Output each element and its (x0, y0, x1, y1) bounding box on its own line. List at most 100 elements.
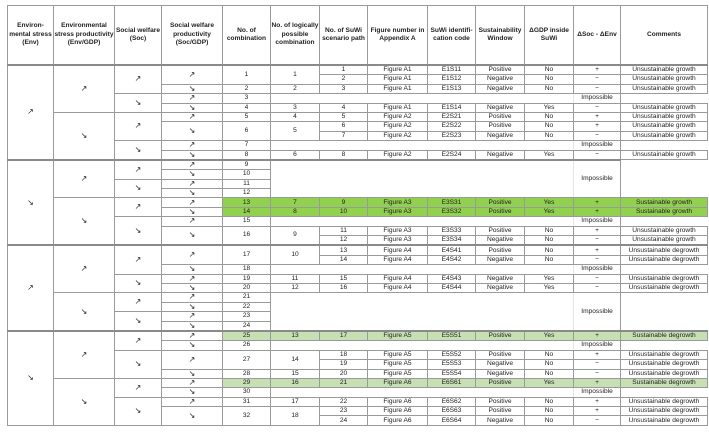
combination-number: 21 (222, 292, 271, 303)
scenario-path-number: 7 (319, 130, 368, 142)
scenario-path-number: 14 (319, 254, 368, 266)
combination-number: 10 (222, 169, 271, 180)
soc-productivity-arrow: ↘ (161, 282, 223, 294)
gdp-inside-suwi: Yes (524, 377, 574, 389)
comment: Unsustainable degrowth (620, 282, 708, 294)
combination-number: 19 (222, 273, 271, 285)
env-productivity-arrow: ↘ (53, 377, 115, 426)
header-soc-gdp: Social welfare productivity (Soc/GDP) (161, 5, 223, 66)
combination-number: 1 (222, 64, 271, 85)
sustainability-window: Negative (475, 130, 525, 142)
soc-productivity-arrow: ↘ (161, 121, 223, 142)
table-row: ↘ 32 18 23 Figure A6 E6S63 Positive No + Unsustai… (8, 406, 708, 426)
comment-impossible: Impossible (573, 340, 621, 351)
logical-combination-number: 2 (270, 83, 320, 95)
gdp-inside-suwi: No (524, 121, 574, 132)
scenario-path-number: 9 (319, 197, 368, 208)
sustainability-window: Positive (475, 329, 525, 342)
comment: Sustainable growth (620, 197, 708, 208)
comment: Unsustainable degrowth (620, 244, 708, 256)
gdp-inside-suwi: Yes (524, 149, 574, 161)
figure-number: Figure A4 (367, 273, 428, 285)
figure-number: Figure A6 (367, 406, 428, 417)
empty-cell (270, 93, 574, 104)
figure-number: Figure A3 (367, 197, 428, 208)
combination-number: 2 (222, 83, 271, 95)
suwi-code: E4S41 (427, 244, 476, 256)
figure-number: Figure A2 (367, 149, 428, 161)
combination-number: 27 (222, 349, 271, 370)
soc-env-delta: − (573, 368, 621, 379)
gdp-inside-suwi: No (524, 254, 574, 266)
table-row: ↘ ↗ 31 17 22 Figure A6 E6S62 Positive No + Unsusta… (8, 396, 708, 426)
sustainability-window: Negative (475, 359, 525, 370)
comment: Unsustainable growth (620, 102, 708, 113)
figure-number: Figure A6 (367, 377, 428, 389)
sustainability-window: Positive (475, 244, 525, 256)
soc-productivity-arrow: ↗ (161, 329, 223, 342)
soc-productivity-arrow: ↗ (161, 244, 223, 266)
gdp-inside-suwi: No (524, 83, 574, 95)
soc-env-delta: + (573, 197, 621, 208)
header-code: SuWi identifi-cation code (427, 5, 476, 66)
sustainability-window: Positive (475, 111, 525, 123)
sustainability-window: Positive (475, 225, 525, 237)
soc-productivity-arrow: ↗ (161, 292, 223, 303)
env-productivity-arrow: ↗ (53, 64, 115, 113)
suwi-code: E1S11 (427, 64, 476, 76)
scenario-path-number: 17 (319, 329, 368, 342)
gdp-inside-suwi: Yes (524, 282, 574, 294)
table-row: ↘ ↗ ↗ 21 Impossible (8, 292, 708, 332)
soc-trend-arrow: ↗ (114, 377, 162, 398)
combination-number: 30 (222, 387, 271, 398)
sustainability-window: Positive (475, 349, 525, 361)
header-env: Environ-mental stress (Env) (7, 5, 54, 66)
empty-cell (270, 387, 574, 398)
soc-productivity-arrow: ↗ (161, 158, 223, 171)
soc-trend-arrow: ↘ (114, 349, 162, 379)
soc-env-delta: + (573, 111, 621, 123)
soc-productivity-arrow: ↘ (161, 188, 223, 199)
logical-combination-number: 7 (270, 197, 320, 208)
scenario-path-number: 16 (319, 282, 368, 294)
combination-number: 7 (222, 140, 271, 151)
combination-number: 16 (222, 225, 271, 246)
soc-env-delta: − (573, 415, 621, 426)
gdp-inside-suwi: No (524, 368, 574, 379)
comment-impossible: Impossible (573, 292, 621, 332)
table-row: ↘ 8 6 8 Figure A2 E2S24 Negative Yes − Unsustaina… (8, 149, 708, 161)
figure-number: Figure A6 (367, 415, 428, 426)
combination-number: 17 (222, 244, 271, 266)
soc-env-delta: − (573, 282, 621, 294)
soc-env-delta: − (573, 254, 621, 266)
soc-trend-arrow: ↘ (114, 216, 162, 246)
sustainability-window: Negative (475, 415, 525, 426)
comment: Unsustainable degrowth (620, 406, 708, 417)
scenario-path-number: 1 (319, 64, 368, 76)
sustainability-window: Negative (475, 102, 525, 113)
sustainability-window: Positive (475, 197, 525, 208)
gdp-inside-suwi: No (524, 130, 574, 142)
logical-combination-number: 17 (270, 396, 320, 408)
soc-env-delta: − (573, 74, 621, 85)
env-productivity-arrow: ↗ (53, 329, 115, 379)
sustainability-window: Negative (475, 368, 525, 379)
table-row: ↘ ↗ ↗ 13 7 9 Figure A3 E3S31 Positive Yes + Sustain… (8, 197, 708, 246)
header-logical: No. of logically possible combination (270, 5, 320, 66)
comment: Unsustainable degrowth (620, 368, 708, 379)
header-gdp: ΔGDP inside SuWi (524, 5, 574, 66)
combination-number: 31 (222, 396, 271, 408)
table-row: ↗ ↗ ↗ ↗ 1 1 1 Figure A1 E1S11 Positive No + Unsustai… (7, 64, 708, 161)
comment-impossible: Impossible (573, 387, 621, 398)
figure-number: Figure A1 (367, 64, 428, 76)
empty-cell (270, 264, 574, 275)
soc-env-delta: + (573, 406, 621, 417)
soc-env-delta: + (573, 396, 621, 408)
scenario-path-number: 13 (319, 244, 368, 256)
soc-env-delta: − (573, 235, 621, 246)
comment: Unsustainable growth (620, 130, 708, 142)
combination-number: 29 (222, 377, 271, 389)
logical-combination-number: 14 (270, 349, 320, 370)
sustainability-window: Positive (475, 206, 525, 218)
soc-productivity-arrow: ↘ (161, 320, 223, 332)
